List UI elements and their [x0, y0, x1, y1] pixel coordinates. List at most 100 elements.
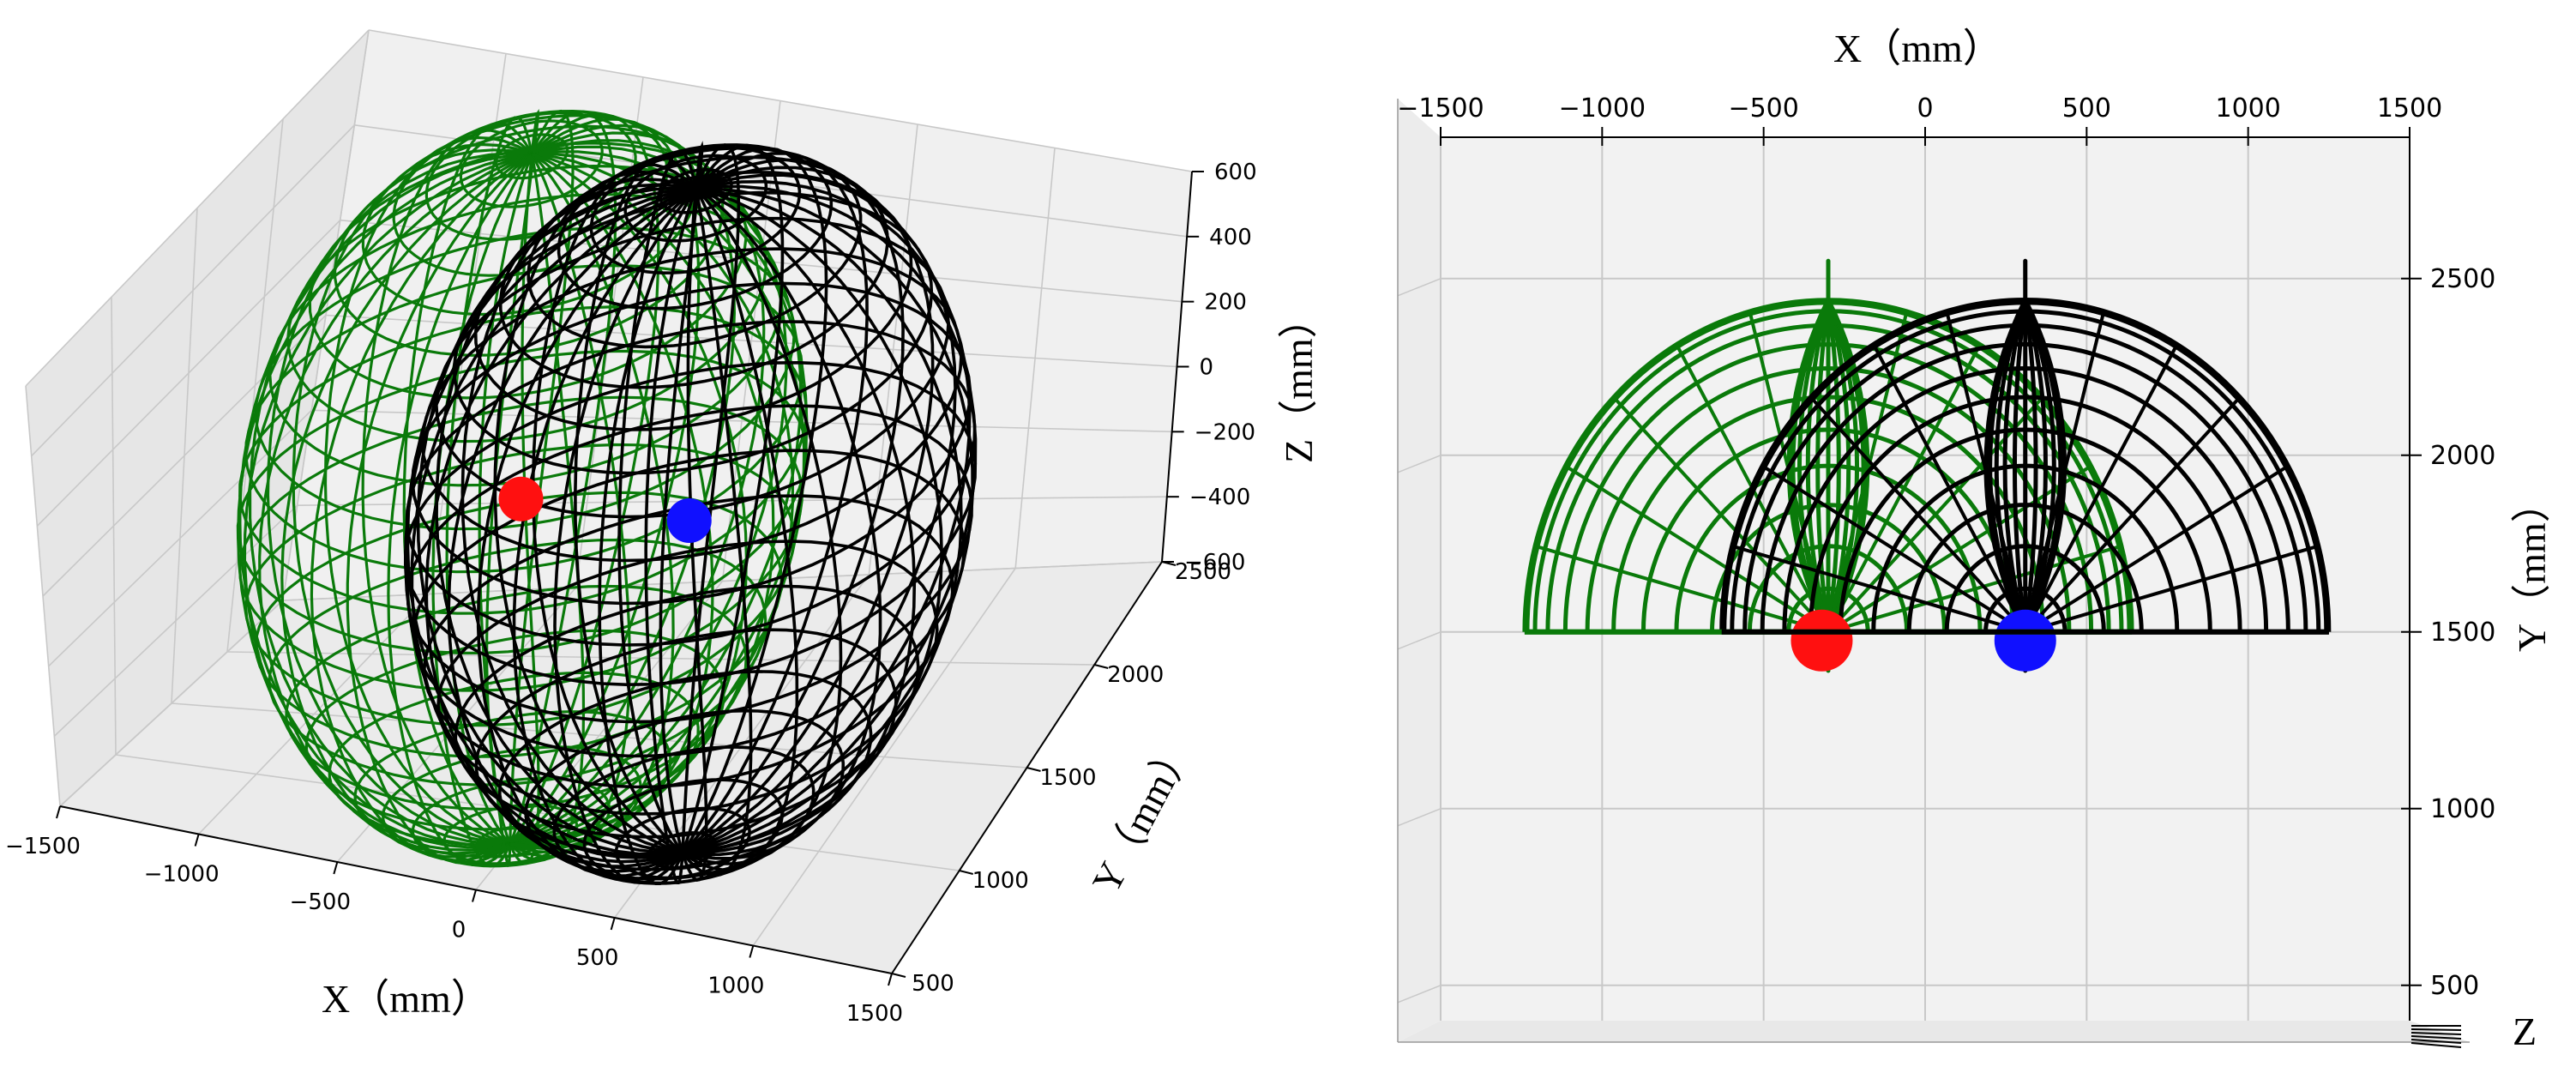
right-z-tick [2410, 1039, 2462, 1044]
left-green-sphere-meridian [346, 153, 533, 865]
left-y-tick [959, 870, 973, 875]
left-x-tick-label: −1000 [144, 862, 220, 888]
right-y-tick-label: 2000 [2430, 441, 2495, 471]
right-spheres [1522, 261, 2329, 672]
right-z-tick [2410, 1028, 2462, 1031]
right-black-meridian-arc [1994, 298, 2028, 633]
right-black-spoke [1761, 464, 2026, 634]
left-y-tick-label: 1500 [1039, 765, 1096, 791]
right-side-grid [1397, 278, 1441, 297]
right-black-spoke [2023, 310, 2106, 633]
left-green-sphere-meridian [361, 129, 533, 846]
right-x-tick-label: −1000 [1559, 93, 1646, 124]
right-x-tick-label: 1000 [2215, 93, 2280, 124]
left-floor-grid-y [171, 702, 1027, 769]
left-y-tick-label: 1000 [972, 868, 1029, 894]
left-black-sphere-meridian [553, 187, 697, 884]
right-side-grid [1397, 985, 1441, 1004]
right-black-spoke [1871, 343, 2027, 633]
left-black-sphere-meridian [659, 141, 704, 853]
right-green-spoke [1827, 544, 2122, 634]
right-black-meridian-arc [2023, 299, 2038, 633]
left-black-sphere-meridian [681, 146, 828, 853]
left-green-sphere-meridian [243, 152, 533, 852]
right-red-point [1791, 609, 1853, 672]
left-black-sphere-meridian [681, 158, 905, 854]
left-z-tick-label: −400 [1189, 485, 1250, 510]
right-y-tick-label: 500 [2430, 971, 2479, 1001]
right-z-axis-title: Z [2513, 1010, 2537, 1053]
left-black-sphere-meridian [403, 187, 696, 859]
left-black-sphere-meridian [406, 187, 696, 856]
right-green-meridian-arc [1815, 299, 1831, 633]
right-black-meridian-arc [1988, 298, 2028, 633]
right-black-spoke [1809, 395, 2027, 634]
left-y-tick [1026, 767, 1041, 772]
left-x-tick [610, 917, 616, 931]
right-y-tick-label: 2500 [2430, 264, 2495, 294]
left-y-tick [1094, 664, 1109, 669]
left-x-tick-label: −1500 [5, 834, 81, 859]
left-x-tick [472, 889, 477, 902]
left-y-tick-label: 2500 [1175, 559, 1231, 585]
left-y-tick-label: 500 [912, 971, 954, 997]
left-green-sphere-meridian [431, 153, 533, 868]
left-black-sphere-meridian [681, 143, 741, 853]
right-green-spoke [1612, 395, 1830, 634]
left-black-sphere-meridian [681, 188, 753, 877]
left-green-sphere-meridian [310, 153, 533, 862]
left-side-grid-z [25, 29, 370, 387]
left-z-tick-label: −600 [1184, 550, 1245, 576]
left-black-sphere-meridian [574, 155, 698, 854]
right-x-tick-label: −500 [1728, 93, 1798, 124]
left-chart-3d-view: −1500 −1000 −500 0 500 1000 1500 500 1000 1500 200… [5, 29, 1321, 1027]
right-z-tick [2410, 1042, 2462, 1048]
left-black-sphere-meridian [617, 149, 698, 854]
right-black-meridian-arc [2013, 299, 2028, 633]
right-black-spoke [2024, 395, 2242, 634]
right-x-tick-label: 500 [2062, 93, 2111, 124]
left-x-axis-title: X（mm） [322, 977, 491, 1021]
left-black-sphere-meridian [682, 184, 978, 854]
left-black-sphere-meridian [460, 177, 697, 854]
left-back-grid-z [368, 29, 1193, 172]
left-blue-point [666, 498, 712, 543]
left-black-sphere-meridian [682, 179, 972, 854]
left-green-sphere-meridian [236, 152, 533, 849]
left-side-grid-z [59, 600, 284, 807]
left-y-tick [891, 973, 906, 978]
left-x-tick [56, 805, 61, 819]
left-x-tick-label: 0 [452, 918, 466, 943]
right-y-tick-label: 1000 [2430, 794, 2495, 824]
right-green-meridian-arc [1826, 298, 1859, 633]
right-green-spoke [1827, 464, 2092, 634]
right-black-spoke [2023, 343, 2179, 633]
left-back-grid-z [282, 561, 1163, 601]
left-black-sphere-meridian [682, 187, 882, 860]
left-x-tick-label: 1500 [846, 1001, 903, 1027]
left-z-axis-title: Z（mm） [1277, 298, 1321, 463]
left-black-sphere-meridian [682, 187, 917, 857]
left-black-sphere-meridian [681, 143, 785, 853]
left-black-sphere-meridian [681, 188, 799, 871]
right-x-tick-label: 0 [1917, 93, 1933, 124]
left-z-tick-label: 200 [1204, 290, 1247, 316]
left-black-sphere-meridian [531, 163, 697, 854]
right-x-axis-title: X（mm） [1833, 27, 2002, 70]
left-black-sphere-meridian [644, 188, 698, 884]
right-green-meridian-arc [1791, 298, 1831, 633]
right-chart-top-view: −1500 −1000 −500 0 500 1000 1500 2500 2000 1500 10… [1397, 27, 2554, 1053]
left-side-pane [26, 30, 369, 806]
right-z-tick [2410, 1032, 2462, 1035]
left-x-tick-label: 500 [576, 945, 619, 971]
left-black-sphere-meridian [598, 188, 698, 885]
left-z-tick-label: 400 [1209, 225, 1252, 250]
left-black-sphere-meridian [682, 187, 943, 854]
left-spheres [236, 109, 978, 885]
left-side-grid-z [31, 124, 355, 457]
right-side-grid [1397, 808, 1441, 827]
right-side-pane [1398, 99, 1441, 1042]
right-black-spoke [2025, 544, 2320, 634]
left-x-tick [749, 945, 755, 958]
